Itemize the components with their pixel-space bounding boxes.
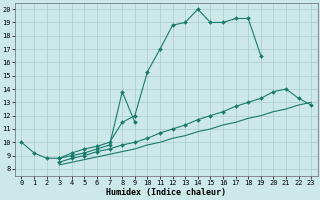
X-axis label: Humidex (Indice chaleur): Humidex (Indice chaleur) [106,188,226,198]
